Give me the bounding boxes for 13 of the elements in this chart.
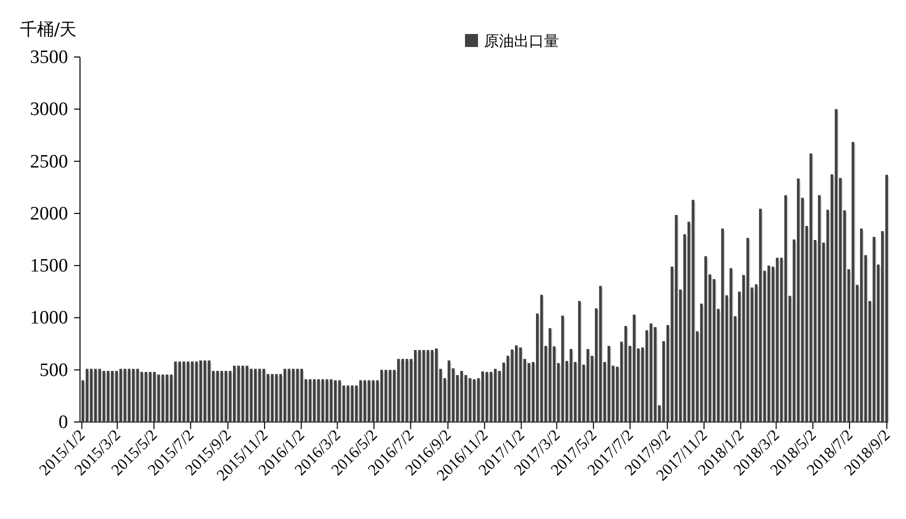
- bar: [852, 142, 854, 422]
- y-tick-label: 2500: [30, 151, 68, 172]
- bar: [674, 214, 678, 422]
- y-tick-label: 1000: [30, 308, 68, 329]
- y-tick-label: 3500: [30, 47, 68, 68]
- y-tick-label: 500: [40, 360, 68, 381]
- y-tick-label: 1500: [30, 256, 68, 277]
- y-tick-label: 2000: [30, 203, 68, 224]
- y-tick-label: 3000: [30, 99, 68, 120]
- y-tick-label: 0: [58, 412, 68, 433]
- y-axis-title: 千桶/天: [20, 20, 77, 40]
- bar: [796, 178, 800, 422]
- legend-label: 原油出口量: [484, 32, 559, 50]
